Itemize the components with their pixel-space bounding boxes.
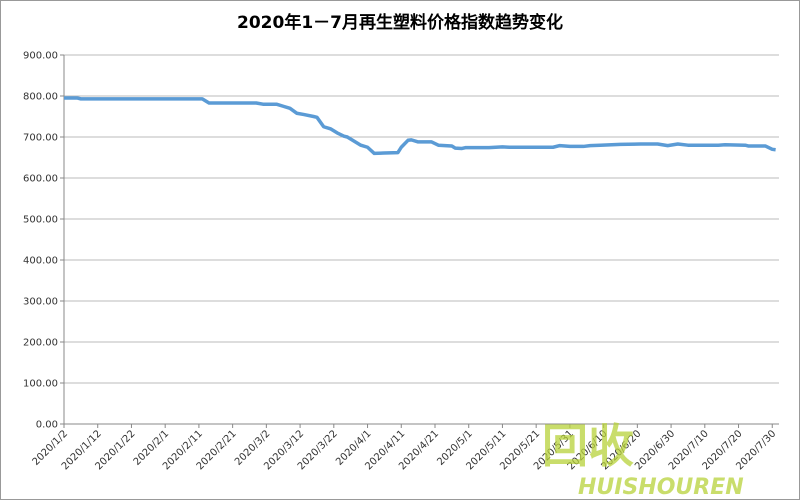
y-tick-label: 700.00: [23, 133, 58, 144]
y-tick-label: 0.00: [36, 420, 58, 431]
y-tick-label: 900.00: [23, 51, 58, 62]
watermark-logo: 回收: [542, 419, 634, 473]
y-tick-label: 600.00: [23, 174, 58, 185]
y-tick-label: 200.00: [23, 338, 58, 349]
chart-title: 2020年1－7月再生塑料价格指数趋势变化: [237, 12, 563, 33]
y-tick-label: 100.00: [23, 379, 58, 390]
y-tick-label: 800.00: [23, 92, 58, 103]
data-line: [64, 96, 776, 156]
watermark-text: HUISHOUREN: [578, 475, 744, 500]
y-tick-label: 300.00: [23, 297, 58, 308]
y-tick-label: 500.00: [23, 215, 58, 226]
y-tick-label: 400.00: [23, 256, 58, 267]
